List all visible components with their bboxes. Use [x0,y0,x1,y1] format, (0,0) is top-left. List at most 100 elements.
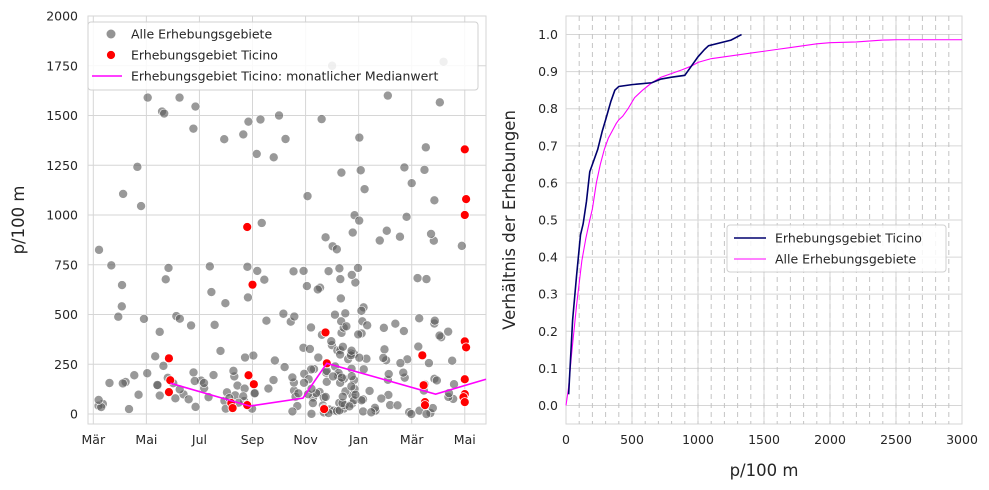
scatter-point-ticino [247,279,258,290]
scatter-point-all [142,92,153,103]
legend-marker-all [106,29,116,39]
scatter-point-all [189,376,200,386]
scatter-point-all [302,281,312,291]
scatter-point-all [117,280,127,290]
scatter-point-all [374,235,385,246]
scatter-point-all [94,245,104,255]
scatter-point-all [383,90,393,101]
scatter-point-ticino [417,350,428,361]
scatter-point-all [340,308,351,319]
ecdf-legend: Erhebungsgebiet Ticino Alle Erhebungsgeb… [726,224,947,273]
scatter-point-all [346,381,357,392]
scatter-point-all [399,326,409,336]
scatter-point-all [395,358,406,368]
scatter-point-ticino [242,222,253,232]
scatter-point-all [347,227,358,238]
scatter-point-all [406,409,417,419]
scatter-legend-box [87,21,479,91]
legend-marker-ticino [106,50,116,60]
scatter-point-all [354,352,365,363]
scatter-point-all [346,371,357,382]
scatter-point-ticino [418,380,429,391]
ecdf-x-tick-label: 500 [620,432,644,447]
scatter-point-all [209,320,220,330]
scatter-y-axis-label: p/100 m [9,186,28,255]
ecdf-dashed-lines [578,16,950,424]
scatter-point-all [429,315,440,326]
scatter-point-all [399,162,410,173]
scatter-point-all [274,110,284,121]
scatter-point-all [152,380,163,390]
scatter-point-all [255,114,266,125]
scatter-point-all [174,92,185,103]
scatter-point-all [132,162,143,172]
scatter-point-all [113,311,124,322]
scatter-point-all [104,378,115,388]
scatter-point-all [392,400,403,411]
scatter-point-all [316,114,327,124]
scatter-point-ticino [243,370,254,381]
scatter-point-all [302,191,313,201]
scatter-point-all [356,395,367,406]
scatter-point-all [412,273,423,283]
scatter-point-all [421,142,431,153]
scatter-point-ticino [459,144,470,155]
scatter-point-all [188,123,199,134]
scatter-point-all [336,372,347,383]
scatter-point-all [328,371,338,382]
scatter-point-all [118,189,128,199]
legend-label-ticino: Erhebungsgebiet Ticino [131,48,278,63]
scatter-y-tick-label: 1750 [46,58,78,73]
ecdf-y-tick-label: 0.3 [538,287,558,302]
scatter-point-all [159,108,169,119]
scatter-point-all [251,149,262,159]
scatter-point-ticino [459,374,470,385]
scatter-point-ticino [459,397,470,408]
scatter-y-tick-label: 1250 [46,158,78,173]
scatter-point-all [401,212,412,222]
scatter-point-all [421,274,432,284]
scatter-point-all [243,292,253,303]
scatter-point-all [443,326,453,337]
scatter-point-all [305,344,315,354]
scatter-point-ticino [164,387,174,398]
scatter-x-tick-label: Mär [82,432,106,447]
scatter-point-all [239,383,250,394]
scatter-point-all [354,215,364,226]
ecdf-x-tick-label: 1000 [682,432,714,447]
scatter-point-ticino [461,194,472,205]
scatter-point-all [426,229,436,239]
scatter-point-all [347,270,357,280]
scatter-point-all [306,409,317,419]
scatter-point-all [381,225,392,236]
scatter-x-tick-label: Mai [454,432,476,447]
scatter-point-all [364,386,375,396]
ecdf-y-tick-label: 0.6 [538,175,558,190]
scatter-y-tick-labels: 0 250 500 750 1000 1250 1500 1750 2000 [46,9,78,422]
scatter-ticino-points [164,144,472,414]
scatter-point-all [338,341,348,352]
ecdf-y-tick-label: 0.4 [538,250,558,265]
scatter-point-all [457,241,467,251]
scatter-point-all [136,201,146,211]
scatter-point-all [344,401,355,412]
scatter-point-all [139,314,149,324]
scatter-point-all [323,266,334,276]
scatter-point-all [220,298,231,308]
ecdf-x-tick-label: 1500 [748,432,780,447]
ecdf-x-tick-label: 2500 [880,432,912,447]
scatter-point-all [424,358,434,368]
ecdf-y-tick-label: 0.8 [538,101,558,116]
scatter-point-all [170,393,181,404]
scatter-point-all [215,346,226,356]
scatter-y-tick-label: 250 [54,357,78,372]
scatter-point-all [279,362,290,372]
scatter-point-all [129,370,140,381]
scatter-point-all [320,232,331,243]
scatter-point-all [419,165,430,175]
ecdf-y-axis-label: Verhältnis der Erhebungen [500,110,519,330]
scatter-point-ticino [461,342,472,353]
scatter-point-all [142,368,153,379]
scatter-point-all [359,184,370,194]
